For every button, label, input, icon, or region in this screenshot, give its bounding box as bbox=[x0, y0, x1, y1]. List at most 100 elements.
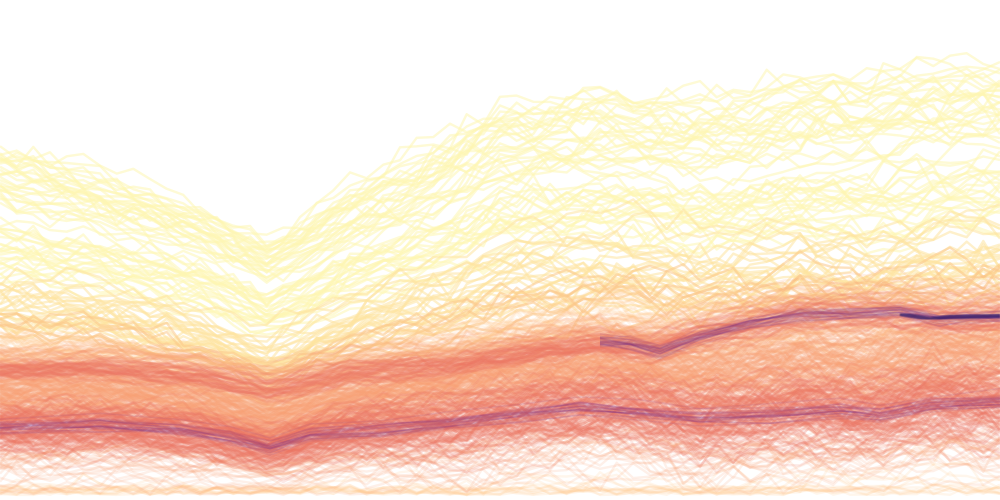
series-line-212 bbox=[0, 336, 1000, 424]
series-line-542 bbox=[0, 386, 1000, 447]
series-line-124 bbox=[0, 302, 1000, 391]
series-line-251 bbox=[0, 345, 1000, 423]
series-line-397 bbox=[0, 371, 1000, 443]
series-line-242 bbox=[0, 324, 1000, 408]
series-line-233 bbox=[0, 438, 1000, 494]
series-line-154 bbox=[0, 317, 1000, 392]
series-line-286 bbox=[0, 361, 1000, 432]
series-line-294 bbox=[0, 360, 1000, 416]
series-line-228 bbox=[0, 335, 1000, 415]
series-line-463 bbox=[0, 418, 1000, 470]
series-line-447 bbox=[0, 404, 1000, 454]
series-line-387 bbox=[0, 367, 1000, 458]
series-line-117 bbox=[0, 293, 1000, 406]
series-line-304 bbox=[0, 292, 1000, 372]
series-line-552 bbox=[0, 380, 1000, 454]
series-line-188 bbox=[0, 337, 1000, 404]
series-line-116 bbox=[0, 294, 1000, 403]
series-line-367 bbox=[0, 370, 1000, 443]
series-line-172 bbox=[0, 336, 1000, 407]
series-line-331 bbox=[0, 352, 1000, 432]
series-line-544 bbox=[0, 310, 1000, 399]
series-line-262 bbox=[0, 327, 1000, 414]
ridge-line-1-3 bbox=[599, 312, 1000, 361]
series-line-150 bbox=[0, 300, 1000, 401]
series-line-511 bbox=[0, 377, 1000, 452]
series-line-576 bbox=[0, 400, 1000, 452]
series-line-341 bbox=[0, 352, 1000, 437]
series-line-361 bbox=[0, 371, 1000, 441]
series-line-224 bbox=[0, 338, 1000, 411]
series-line-499 bbox=[0, 305, 1000, 383]
series-line-554 bbox=[0, 379, 1000, 452]
series-line-566 bbox=[0, 365, 1000, 441]
series-line-376 bbox=[0, 369, 1000, 440]
series-line-503 bbox=[0, 366, 1000, 441]
series-line-137 bbox=[0, 466, 1000, 496]
series-line-464 bbox=[0, 307, 1000, 402]
series-line-518 bbox=[0, 361, 1000, 450]
series-line-276 bbox=[0, 341, 1000, 415]
series-line-89 bbox=[0, 484, 1000, 496]
ridge-line-0-22 bbox=[0, 398, 1000, 450]
series-line-394 bbox=[0, 372, 1000, 437]
series-line-272 bbox=[0, 348, 1000, 421]
series-line-357 bbox=[0, 360, 1000, 445]
series-line-306 bbox=[0, 342, 1000, 420]
series-line-588 bbox=[0, 307, 1000, 390]
ridge-line-0-9 bbox=[0, 398, 1000, 446]
series-line-468 bbox=[0, 369, 1000, 436]
series-line-274 bbox=[0, 342, 1000, 427]
series-line-353 bbox=[0, 296, 1000, 381]
series-line-311 bbox=[0, 345, 1000, 437]
series-line-184 bbox=[0, 438, 1000, 496]
series-line-83 bbox=[0, 262, 1000, 375]
series-line-112 bbox=[0, 481, 1000, 496]
series-line-178 bbox=[0, 337, 1000, 425]
series-line-169 bbox=[0, 317, 1000, 411]
series-line-350 bbox=[0, 356, 1000, 431]
series-line-510 bbox=[0, 302, 1000, 395]
series-line-441 bbox=[0, 398, 1000, 466]
series-line-535 bbox=[0, 367, 1000, 447]
ridge-line-1-8 bbox=[599, 309, 1000, 353]
series-line-532 bbox=[0, 313, 1000, 390]
series-line-244 bbox=[0, 341, 1000, 415]
series-line-168 bbox=[0, 350, 1000, 406]
series-line-170 bbox=[0, 320, 1000, 393]
series-line-453 bbox=[0, 310, 1000, 377]
series-line-120 bbox=[0, 299, 1000, 401]
series-line-444 bbox=[0, 400, 1000, 472]
series-line-555 bbox=[0, 401, 1000, 459]
series-line-461 bbox=[0, 414, 1000, 469]
series-line-529 bbox=[0, 305, 1000, 397]
series-line-486 bbox=[0, 378, 1000, 437]
series-line-333 bbox=[0, 342, 1000, 422]
series-line-139 bbox=[0, 301, 1000, 406]
series-line-252 bbox=[0, 323, 1000, 417]
series-line-551 bbox=[0, 381, 1000, 456]
series-line-590 bbox=[0, 397, 1000, 451]
series-line-289 bbox=[0, 293, 1000, 382]
series-line-545 bbox=[0, 392, 1000, 461]
series-line-103 bbox=[0, 281, 1000, 375]
series-line-206 bbox=[0, 329, 1000, 406]
series-lines-group bbox=[0, 52, 1000, 497]
series-line-507 bbox=[0, 362, 1000, 437]
series-line-339 bbox=[0, 418, 1000, 476]
series-line-36 bbox=[0, 165, 1000, 309]
series-line-146 bbox=[0, 322, 1000, 410]
series-line-213 bbox=[0, 354, 1000, 415]
series-line-140 bbox=[0, 307, 1000, 386]
series-line-259 bbox=[0, 336, 1000, 420]
series-line-299 bbox=[0, 325, 1000, 400]
series-line-522 bbox=[0, 300, 1000, 393]
series-line-327 bbox=[0, 361, 1000, 423]
series-line-573 bbox=[0, 390, 1000, 456]
series-line-557 bbox=[0, 380, 1000, 455]
series-line-106 bbox=[0, 284, 1000, 393]
series-line-508 bbox=[0, 402, 1000, 460]
series-line-429 bbox=[0, 413, 1000, 470]
series-line-523 bbox=[0, 376, 1000, 454]
series-line-501 bbox=[0, 404, 1000, 464]
